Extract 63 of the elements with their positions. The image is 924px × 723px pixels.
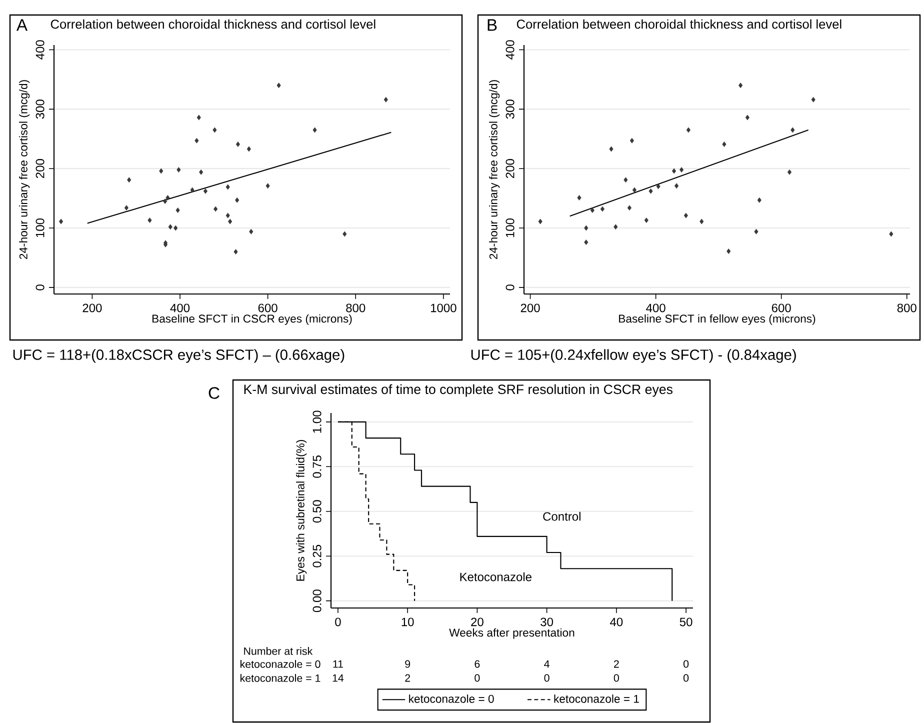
text: 11 <box>333 660 343 668</box>
y-tick-label: 200 <box>506 159 514 178</box>
text: 14 <box>332 674 344 682</box>
x-tick-label: 20 <box>471 618 484 626</box>
x-axis-title: Weeks after presentation <box>449 628 574 639</box>
y-tick-label: 200 <box>36 159 44 178</box>
y-tick-label: 100 <box>36 218 44 238</box>
chart-title: Correlation between choroidal thickness and cortisol level <box>50 19 376 29</box>
x-tick-label: 600 <box>772 304 791 312</box>
x-tick-label: 400 <box>646 304 666 312</box>
y-tick-label: 0.75 <box>312 455 322 478</box>
text: 2 <box>405 674 410 682</box>
x-tick-label: 400 <box>170 304 190 312</box>
annotation: Ketoconazole <box>460 572 532 582</box>
text: 0 <box>683 660 689 668</box>
x-tick-label: 50 <box>680 618 692 626</box>
x-tick-label: 30 <box>540 618 554 626</box>
text: 2 <box>614 660 619 668</box>
text: 0 <box>683 674 689 682</box>
x-axis-title: Baseline SFCT in CSCR eyes (microns) <box>152 314 352 325</box>
text: ketoconazole = 1 <box>240 674 320 682</box>
y-tick-label: 0.50 <box>312 500 322 523</box>
text: 9 <box>405 660 410 668</box>
y-axis-title: 24-hour urinary free cortisol (mcg/d) <box>19 80 30 259</box>
y-tick-label: 0 <box>506 284 514 290</box>
x-tick-label: 200 <box>82 304 102 312</box>
x-tick-label: 1000 <box>430 304 456 312</box>
y-tick-label: 1.00 <box>312 410 322 433</box>
x-tick-label: 600 <box>258 304 278 312</box>
text: 4 <box>544 660 550 668</box>
text: Number at risk <box>244 647 313 655</box>
chart-title: K-M survival estimates of time to complete SRF resolution in CSCR eyes <box>244 384 673 397</box>
y-tick-label: 0 <box>36 284 44 290</box>
y-tick-label: 300 <box>506 100 514 119</box>
y-tick-label: 300 <box>36 100 44 119</box>
text: 6 <box>474 660 480 668</box>
chart-title: Correlation between choroidal thickness and cortisol level <box>516 19 842 29</box>
y-axis-title: Eyes with subretinal fluid(%) <box>296 440 307 581</box>
text: C <box>208 387 220 399</box>
text: ketoconazole = 0 <box>240 660 320 668</box>
y-tick-label: 0.25 <box>312 544 322 568</box>
x-tick-label: 800 <box>897 304 916 312</box>
text: UFC = 105+(0.24xfellow eye’s SFCT) - (0.84xage) <box>471 349 796 363</box>
annotation: Control <box>543 512 580 521</box>
legend-label: ketoconazole = 0 <box>409 694 494 703</box>
x-tick-label: 200 <box>520 304 540 312</box>
text: B <box>488 19 497 31</box>
y-axis-title: 24-hour urinary free cortisol (mcg/d) <box>489 80 500 259</box>
text: 0 <box>474 674 480 682</box>
y-tick-label: 100 <box>506 218 514 238</box>
text: A <box>16 19 28 31</box>
text: UFC = 118+(0.18xCSCR eye’s SFCT) – (0.66xage) <box>13 349 344 363</box>
y-tick-label: 400 <box>506 40 514 60</box>
x-tick-label: 10 <box>402 618 414 626</box>
x-tick-label: 800 <box>346 304 366 312</box>
legend-label: ketoconazole = 1 <box>554 694 639 703</box>
text: 0 <box>614 674 619 682</box>
x-axis-title: Baseline SFCT in fellow eyes (microns) <box>619 314 816 325</box>
x-tick-label: 0 <box>335 618 341 626</box>
y-tick-label: 400 <box>36 40 44 60</box>
y-tick-label: 0.00 <box>312 590 322 612</box>
text: 0 <box>544 674 550 682</box>
x-tick-label: 40 <box>610 618 623 626</box>
